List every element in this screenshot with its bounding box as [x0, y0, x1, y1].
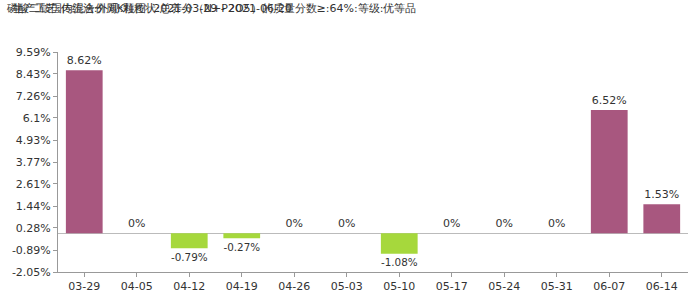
svg-text:05-10: 05-10 [383, 280, 415, 293]
svg-text:6.1%: 6.1% [23, 112, 51, 125]
svg-text:03-29: 03-29 [68, 280, 100, 293]
svg-text:4.93%: 4.93% [16, 134, 51, 147]
svg-text:1.44%: 1.44% [16, 200, 51, 213]
svg-text:-2.05%: -2.05% [12, 266, 51, 279]
svg-text:0%: 0% [286, 217, 303, 230]
svg-text:05-31: 05-31 [541, 280, 573, 293]
svg-text:1.53%: 1.53% [644, 188, 679, 201]
svg-text:04-05: 04-05 [121, 280, 153, 293]
svg-text:9.59%: 9.59% [16, 46, 51, 59]
svg-text:04-26: 04-26 [278, 280, 310, 293]
svg-text:-0.79%: -0.79% [171, 251, 208, 263]
svg-text:04-12: 04-12 [173, 280, 205, 293]
svg-text:04-19: 04-19 [226, 280, 258, 293]
svg-text:6.52%: 6.52% [592, 94, 627, 107]
svg-text:06-07: 06-07 [593, 280, 625, 293]
svg-text:7.26%: 7.26% [16, 90, 51, 103]
svg-text:0%: 0% [338, 217, 355, 230]
svg-text:磷酸二铵国内混合价周K柱图 2021-03-29 - 20: 磷酸二铵国内混合价周K柱图 2021-03-29 - 2021-06-20 [6, 2, 292, 15]
svg-text:生产工艺:传统法:外观:颗粒状:总养分（N+P2O5）的质量: 生产工艺:传统法:外观:颗粒状:总养分（N+P2O5）的质量分数≥:64%:等级… [13, 2, 416, 15]
svg-text:8.62%: 8.62% [67, 54, 102, 67]
svg-text:0%: 0% [128, 217, 145, 230]
svg-text:-1.08%: -1.08% [381, 256, 418, 268]
svg-text:8.43%: 8.43% [16, 68, 51, 81]
svg-text:06-14: 06-14 [646, 280, 678, 293]
svg-text:-0.89%: -0.89% [12, 244, 51, 257]
svg-text:05-03: 05-03 [331, 280, 363, 293]
svg-text:2.61%: 2.61% [16, 178, 51, 191]
svg-text:0.28%: 0.28% [16, 222, 51, 235]
svg-text:0%: 0% [496, 217, 513, 230]
svg-text:05-24: 05-24 [488, 280, 520, 293]
svg-text:0%: 0% [548, 217, 565, 230]
svg-text:0%: 0% [443, 217, 460, 230]
svg-text:3.77%: 3.77% [16, 156, 51, 169]
svg-text:05-17: 05-17 [436, 280, 468, 293]
svg-text:-0.27%: -0.27% [223, 241, 260, 253]
